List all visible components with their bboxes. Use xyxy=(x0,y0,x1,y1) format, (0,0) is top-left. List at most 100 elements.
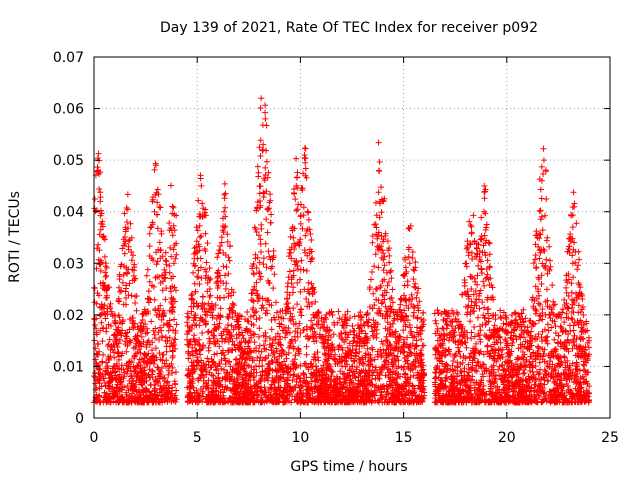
data-point xyxy=(199,368,206,375)
data-point xyxy=(155,191,162,198)
data-point xyxy=(224,384,231,391)
data-point xyxy=(371,263,378,270)
data-point xyxy=(229,347,236,354)
data-point xyxy=(253,264,260,271)
data-point xyxy=(160,351,167,358)
data-point xyxy=(375,139,382,146)
data-point xyxy=(251,366,258,373)
data-point xyxy=(166,382,173,389)
data-point xyxy=(153,261,160,268)
data-point xyxy=(185,328,192,335)
data-point xyxy=(302,145,309,152)
data-point xyxy=(130,378,137,385)
data-point xyxy=(517,334,524,341)
data-point xyxy=(170,246,177,253)
data-point xyxy=(223,280,230,287)
data-point xyxy=(386,252,393,259)
data-point xyxy=(156,389,163,396)
data-point xyxy=(124,191,131,198)
data-point xyxy=(91,196,98,203)
data-point xyxy=(251,309,258,316)
data-point xyxy=(98,210,105,217)
data-point xyxy=(378,300,385,307)
data-point xyxy=(146,230,153,237)
data-point xyxy=(156,370,163,377)
data-point xyxy=(481,182,488,189)
data-point xyxy=(220,347,226,354)
data-point xyxy=(166,262,173,269)
data-point xyxy=(256,144,263,151)
data-point xyxy=(406,225,413,232)
data-point xyxy=(483,266,490,273)
data-point xyxy=(203,259,210,266)
data-point xyxy=(195,340,202,347)
data-point xyxy=(91,285,98,292)
data-point xyxy=(206,265,213,272)
data-point xyxy=(104,294,111,301)
data-point xyxy=(247,313,254,320)
data-point xyxy=(167,288,174,295)
data-point xyxy=(195,197,202,204)
data-point xyxy=(220,229,227,236)
data-point xyxy=(209,314,216,321)
data-point xyxy=(96,231,103,238)
data-point xyxy=(216,343,223,350)
data-point xyxy=(192,288,199,295)
data-point xyxy=(432,317,439,324)
data-point xyxy=(154,225,161,232)
data-point xyxy=(294,174,301,181)
data-point xyxy=(236,312,243,319)
data-point xyxy=(369,239,376,246)
data-point xyxy=(118,332,125,339)
data-point xyxy=(124,342,131,349)
data-point xyxy=(512,310,519,317)
data-point xyxy=(521,369,528,376)
data-point xyxy=(102,260,109,267)
data-point xyxy=(226,311,233,318)
data-point xyxy=(164,363,171,370)
data-point xyxy=(270,252,277,259)
data-point xyxy=(138,319,145,326)
data-point xyxy=(107,353,114,360)
data-point xyxy=(251,283,258,290)
data-point xyxy=(191,366,198,373)
data-point xyxy=(484,342,491,349)
data-point xyxy=(216,320,223,327)
data-point xyxy=(120,272,127,279)
data-point xyxy=(255,169,262,176)
data-point xyxy=(127,220,134,227)
data-point xyxy=(520,370,527,377)
data-point xyxy=(220,394,227,401)
data-point xyxy=(121,384,128,391)
data-point xyxy=(146,278,153,285)
data-point xyxy=(291,190,298,197)
data-point xyxy=(190,359,197,366)
data-point xyxy=(302,155,309,162)
data-point xyxy=(152,335,159,342)
data-point xyxy=(171,227,178,234)
data-point xyxy=(139,382,146,389)
data-point xyxy=(431,310,438,317)
data-point xyxy=(96,348,103,355)
data-point xyxy=(131,276,138,283)
data-point xyxy=(335,308,342,315)
data-point xyxy=(124,329,131,336)
data-point xyxy=(217,305,224,312)
data-point xyxy=(253,229,260,236)
data-point xyxy=(204,355,211,362)
data-point xyxy=(144,266,151,273)
data-point xyxy=(200,393,207,400)
data-point xyxy=(111,354,118,361)
data-point xyxy=(261,384,268,391)
data-point xyxy=(294,266,301,273)
data-point xyxy=(132,299,139,306)
data-point xyxy=(157,302,164,309)
data-point xyxy=(188,393,195,400)
data-point xyxy=(484,257,491,264)
data-point xyxy=(258,348,265,355)
data-point xyxy=(113,384,120,391)
data-point xyxy=(196,247,203,254)
data-point xyxy=(214,254,221,261)
data-point xyxy=(305,216,312,223)
data-point xyxy=(480,278,487,285)
